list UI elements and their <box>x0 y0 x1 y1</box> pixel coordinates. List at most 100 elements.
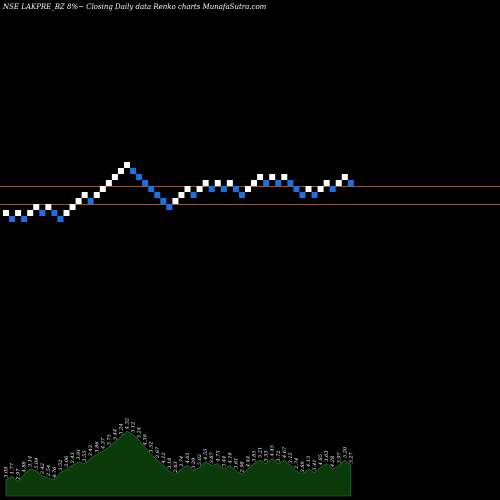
renko-brick-up <box>214 180 221 186</box>
volume-label: 4.76 <box>52 466 58 479</box>
volume-label: 5.44 <box>112 429 118 440</box>
renko-brick-up <box>257 174 264 180</box>
chart-title: NSE LAKPRE_BZ 8%~ Closing Daily data Ren… <box>2 3 267 11</box>
renko-brick-up <box>172 198 179 204</box>
renko-brick-down <box>287 180 294 186</box>
volume-label: 3.52 <box>149 441 155 452</box>
volume-label: 2.43 <box>70 452 76 464</box>
volume-label: 3.55 <box>82 450 88 461</box>
renko-brick-down <box>293 186 300 192</box>
renko-brick-down <box>311 192 318 198</box>
renko-brick-up <box>184 186 191 192</box>
volume-label: 3.86 <box>94 441 100 453</box>
volume-label: 1.77 <box>10 462 16 474</box>
volume-label: 4.39 <box>143 433 149 446</box>
renko-brick-up <box>317 186 324 192</box>
renko-brick-down <box>21 216 28 222</box>
volume-label: 4.88 <box>22 461 28 473</box>
renko-brick-up <box>281 174 288 180</box>
volume-label: 4.32 <box>125 418 131 430</box>
renko-brick-up <box>245 186 251 192</box>
volume-label: 4.37 <box>100 437 106 450</box>
volume-label: 2.97 <box>16 468 22 481</box>
renko-brick-down <box>347 180 354 186</box>
volume-label: 3.29 <box>191 457 197 469</box>
volume-label: 3.52 <box>58 459 64 470</box>
volume-label: 3.14 <box>28 456 34 467</box>
renko-brick-down <box>142 180 149 186</box>
renko-brick-down <box>232 186 239 192</box>
volume-label: 3.72 <box>276 450 282 461</box>
volume-label: 5.02 <box>197 454 203 465</box>
renko-brick-up <box>27 210 34 216</box>
renko-brick-down <box>329 186 336 192</box>
renko-brick-up <box>124 162 130 168</box>
renko-brick-up <box>178 192 185 198</box>
volume-label: 4.73 <box>215 450 221 462</box>
renko-brick-down <box>208 186 215 192</box>
renko-brick-up <box>105 180 112 186</box>
volume-label: 3.89 <box>300 460 306 472</box>
renko-brick-down <box>39 210 46 216</box>
volume-label: 3.12 <box>131 422 137 433</box>
renko-brick-up <box>33 204 40 210</box>
volume-label: 3.97 <box>336 451 342 463</box>
renko-brick-down <box>190 192 197 198</box>
renko-brick-up <box>269 174 276 180</box>
volume-label: 3.09 <box>4 466 10 478</box>
renko-brick-down <box>148 186 155 192</box>
volume-label: 4.55 <box>203 449 209 461</box>
volume-label: 5.20 <box>342 446 348 458</box>
volume-label: 3.87 <box>209 451 215 463</box>
renko-brick-up <box>63 210 70 216</box>
volume-label: 3.33 <box>264 450 270 461</box>
renko-brick-down <box>263 180 270 186</box>
renko-brick-down <box>299 192 306 198</box>
volume-label: 2.87 <box>155 446 161 459</box>
renko-brick-up <box>202 180 209 186</box>
volume-label: 3.41 <box>312 459 318 470</box>
renko-brick-up <box>99 186 106 192</box>
volume-labels: 3.09 1.77 2.974.88 3.14 5.09 3.42 2.54 4.763.52… <box>4 418 355 481</box>
renko-bricks <box>3 162 354 222</box>
volume-label: 5.21 <box>258 447 264 458</box>
volume-label: 4.67 <box>282 446 288 459</box>
renko-brick-up <box>3 210 9 216</box>
volume-label: 3.63 <box>324 450 330 461</box>
volume-label: 4.12 <box>161 452 167 464</box>
renko-brick-down <box>57 216 64 222</box>
renko-brick-down <box>130 168 137 174</box>
volume-label: 2.74 <box>294 458 300 470</box>
renko-brick-up <box>305 186 312 192</box>
renko-brick-up <box>226 180 233 186</box>
volume-label: 3.24 <box>119 423 125 434</box>
volume-label: 4.44 <box>246 456 252 468</box>
renko-brick-down <box>275 180 282 186</box>
renko-brick-down <box>166 204 173 210</box>
volume-label: 4.45 <box>270 445 276 457</box>
volume-label: 3.75 <box>106 434 112 445</box>
renko-brick-down <box>136 174 143 180</box>
volume-label: 3.85 <box>252 450 258 461</box>
renko-brick-down <box>154 192 161 198</box>
volume-label: 2.54 <box>46 465 52 477</box>
volume-label: 3.06 <box>64 455 70 467</box>
renko-brick-up <box>251 180 258 186</box>
volume-label: 3.61 <box>233 458 239 469</box>
volume-area-shape <box>5 430 352 497</box>
renko-brick-up <box>15 210 22 216</box>
renko-brick-down <box>87 198 94 204</box>
volume-label: 4.13 <box>306 456 312 468</box>
volume-label: 3.18 <box>167 458 173 469</box>
renko-brick-up <box>117 168 124 174</box>
volume-label: 3.43 <box>88 445 94 456</box>
volume-label: 3.44 <box>221 456 227 467</box>
volume-label: 3.91 <box>76 449 82 460</box>
volume-label: 5.09 <box>34 457 40 469</box>
renko-brick-down <box>220 186 227 192</box>
renko-brick-up <box>75 198 82 204</box>
volume-label: 3.42 <box>40 463 46 474</box>
